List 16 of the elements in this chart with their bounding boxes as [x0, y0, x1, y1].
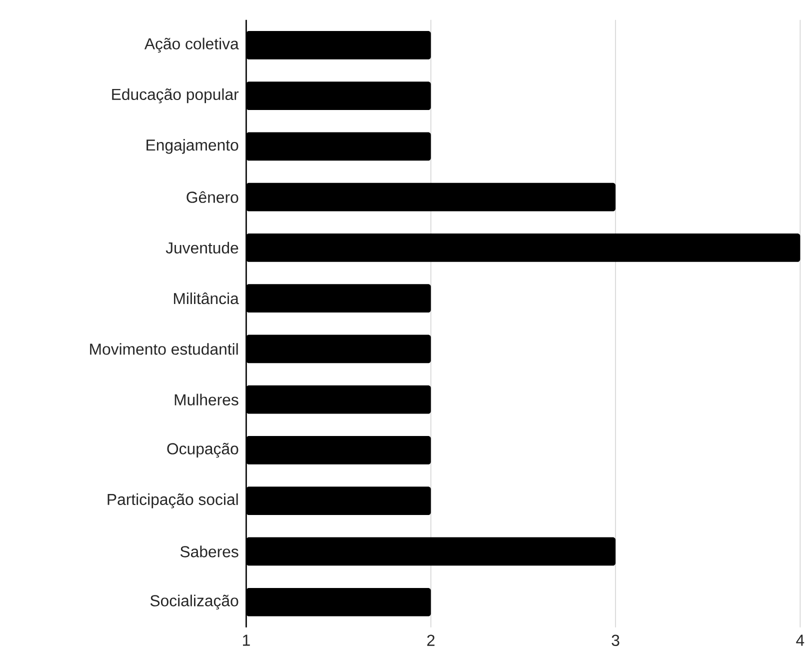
y-tick-label: Mulheres — [174, 394, 238, 406]
x-tick-label: 4 — [796, 634, 804, 646]
y-tick-label: Ação coletiva — [144, 38, 239, 52]
y-tick-label: Movimento estudantil — [90, 343, 238, 355]
x-tick-label: 1 — [243, 634, 250, 646]
y-tick-label: Juventude — [166, 242, 238, 254]
y-tick-label: Militância — [174, 292, 239, 304]
y-tick-label: Participação social — [108, 493, 238, 508]
y-tick-label: Educação popular — [112, 88, 239, 104]
y-tick-label: Saberes — [180, 546, 238, 558]
y-tick-label: Engajamento — [146, 138, 238, 154]
x-tick-label: 2 — [427, 634, 434, 646]
x-tick-label: 3 — [612, 634, 620, 646]
y-tick-label: Ocupação — [167, 442, 238, 458]
y-tick-label: Socialização — [150, 594, 238, 610]
y-tick-label: Gênero — [186, 191, 238, 203]
